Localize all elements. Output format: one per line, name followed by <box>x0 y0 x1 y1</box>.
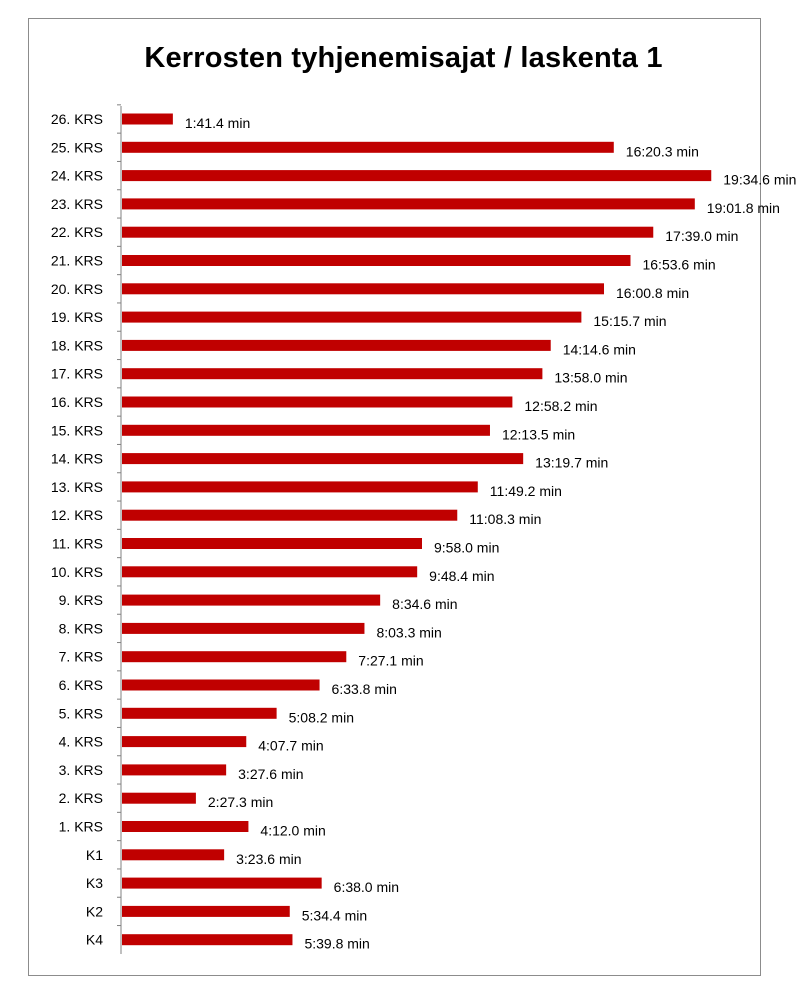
bars-group: 26. KRS 1:41.4 min 25. KRS 16:20.3 min 24. K… <box>51 104 796 952</box>
bar <box>122 934 293 946</box>
category-label: K3 <box>86 875 103 891</box>
data-label: 12:13.5 min <box>502 426 575 442</box>
bar <box>122 113 173 125</box>
category-label: 3. KRS <box>59 762 103 778</box>
bar <box>122 594 381 606</box>
data-label: 13:19.7 min <box>535 455 608 471</box>
category-label: 19. KRS <box>51 309 103 325</box>
data-label: 7:27.1 min <box>358 653 423 669</box>
bar <box>122 311 582 323</box>
bar <box>122 226 654 238</box>
category-label: 15. KRS <box>51 422 103 438</box>
category-label: 12. KRS <box>51 507 103 523</box>
category-label: K2 <box>86 903 103 919</box>
bar <box>122 622 365 634</box>
category-label: 14. KRS <box>51 451 103 467</box>
data-label: 16:00.8 min <box>616 285 689 301</box>
data-label: 17:39.0 min <box>665 228 738 244</box>
data-label: 2:27.3 min <box>208 794 273 810</box>
data-label: 11:49.2 min <box>490 483 562 499</box>
category-label: 11. KRS <box>52 536 103 552</box>
bar <box>122 339 551 351</box>
data-label: 16:20.3 min <box>626 143 699 159</box>
bar <box>122 141 614 153</box>
data-label: 6:38.0 min <box>334 879 399 895</box>
data-label: 13:58.0 min <box>554 370 627 386</box>
data-label: 5:39.8 min <box>304 936 369 952</box>
bar <box>122 877 322 889</box>
bar <box>122 424 490 436</box>
data-label: 1:41.4 min <box>185 115 250 131</box>
category-label: 22. KRS <box>51 224 103 240</box>
category-label: K4 <box>86 932 103 948</box>
bar <box>122 821 249 832</box>
data-label: 11:08.3 min <box>469 511 541 527</box>
bar <box>122 198 695 210</box>
bar <box>122 679 320 691</box>
data-label: 8:34.6 min <box>392 596 457 612</box>
data-label: 9:48.4 min <box>429 568 494 584</box>
data-label: 5:34.4 min <box>302 907 367 923</box>
category-label: 24. KRS <box>51 168 103 184</box>
bar <box>122 792 196 804</box>
bar <box>122 736 247 748</box>
bar <box>122 538 422 549</box>
bar <box>122 368 543 380</box>
category-label: 5. KRS <box>59 705 103 721</box>
category-label: 6. KRS <box>59 677 103 693</box>
data-label: 9:58.0 min <box>434 540 499 556</box>
category-label: 16. KRS <box>51 394 103 410</box>
category-label: 1. KRS <box>59 819 103 835</box>
data-label: 12:58.2 min <box>524 398 597 414</box>
category-label: 18. KRS <box>51 337 103 353</box>
category-label: 9. KRS <box>59 592 103 608</box>
category-label: 21. KRS <box>51 253 103 269</box>
data-label: 5:08.2 min <box>289 709 354 725</box>
data-label: 4:07.7 min <box>258 738 323 754</box>
bar <box>122 255 631 266</box>
data-label: 14:14.6 min <box>563 341 636 357</box>
category-label: 25. KRS <box>51 139 103 155</box>
data-label: 15:15.7 min <box>593 313 666 329</box>
category-label: K1 <box>86 847 103 863</box>
bar <box>122 170 712 182</box>
category-label: 8. KRS <box>59 620 103 636</box>
bar <box>122 651 347 663</box>
category-label: 4. KRS <box>59 734 103 750</box>
bar <box>122 905 290 917</box>
category-label: 17. KRS <box>51 366 103 382</box>
bar <box>122 707 277 719</box>
data-label: 4:12.0 min <box>260 823 325 839</box>
category-label: 7. KRS <box>59 649 103 665</box>
bar <box>122 453 524 465</box>
category-label: 20. KRS <box>51 281 103 297</box>
category-label: 26. KRS <box>51 111 103 127</box>
data-label: 16:53.6 min <box>642 257 715 273</box>
data-label: 3:23.6 min <box>236 851 301 867</box>
category-label: 23. KRS <box>51 196 103 212</box>
bar <box>122 509 458 521</box>
data-label: 3:27.6 min <box>238 766 303 782</box>
data-label: 19:01.8 min <box>707 200 780 216</box>
chart-title: Kerrosten tyhjenemisajat / laskenta 1 <box>144 42 663 74</box>
bar <box>122 566 418 578</box>
data-label: 8:03.3 min <box>376 624 441 640</box>
bar <box>122 849 225 861</box>
bar <box>122 283 605 295</box>
category-label: 13. KRS <box>51 479 103 495</box>
bar <box>122 481 478 493</box>
data-label: 6:33.8 min <box>332 681 397 697</box>
data-label: 19:34.6 min <box>723 172 796 188</box>
category-label: 10. KRS <box>51 564 103 580</box>
bar <box>122 396 513 408</box>
category-label: 2. KRS <box>59 790 103 806</box>
bar <box>122 764 227 776</box>
